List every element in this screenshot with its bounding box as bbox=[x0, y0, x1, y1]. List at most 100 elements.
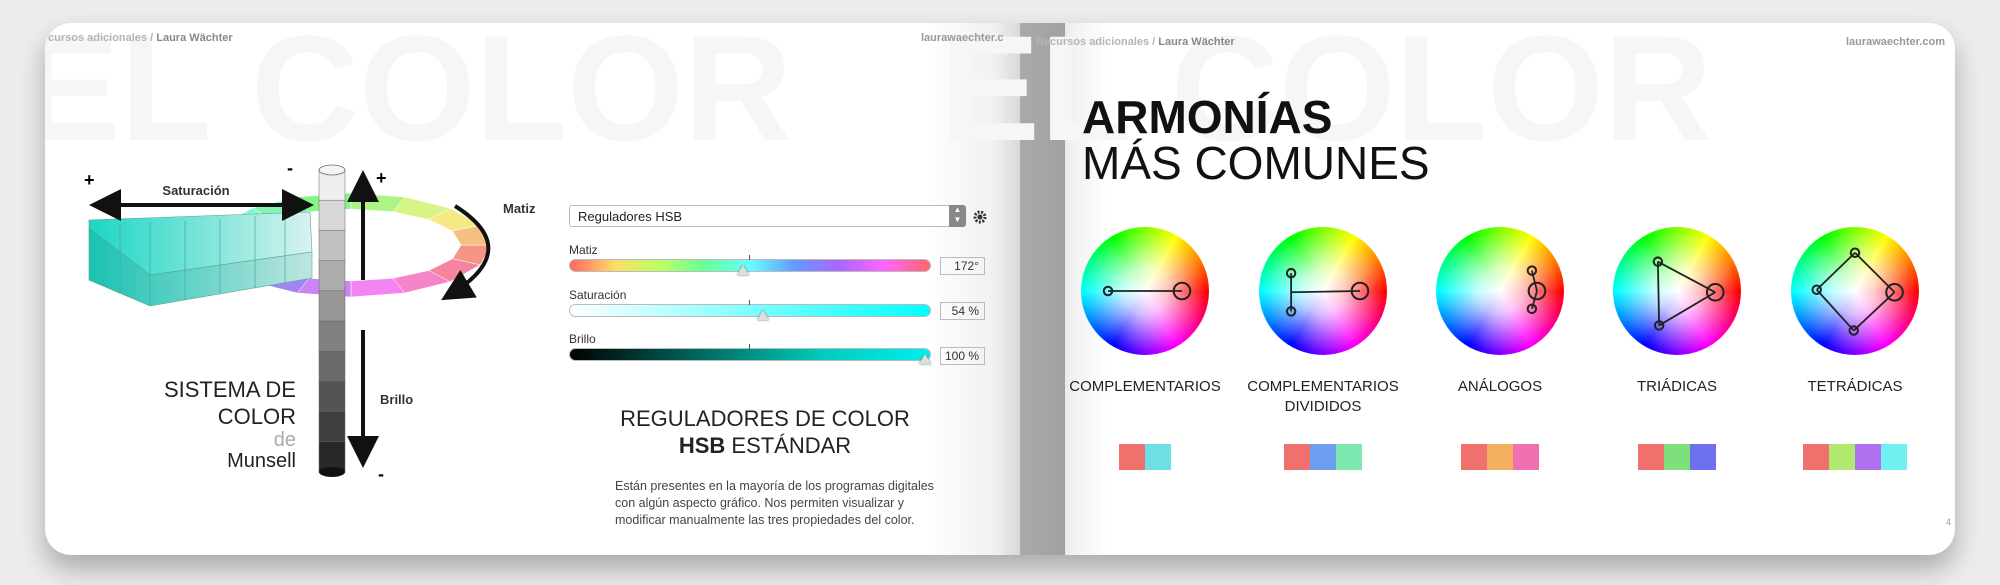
harmony-point bbox=[1526, 265, 1538, 276]
column-segment bbox=[318, 350, 346, 383]
connector bbox=[1658, 291, 1716, 327]
harmony-point bbox=[1285, 267, 1297, 279]
running-header: cursos adicionales / Laura Wächter bbox=[48, 32, 233, 44]
color-swatch bbox=[1461, 444, 1487, 470]
color-swatch bbox=[1284, 444, 1310, 470]
caption-line: de bbox=[273, 429, 296, 451]
slider-value[interactable]: 100 % bbox=[940, 347, 985, 365]
separator: / bbox=[150, 32, 154, 44]
hue-slider[interactable] bbox=[569, 259, 931, 272]
harmony-label: COMPLEMENTARIOS bbox=[1247, 378, 1399, 395]
color-swatch bbox=[1829, 444, 1855, 470]
slider-value[interactable]: 54 % bbox=[940, 302, 985, 320]
watermark: EL COLOR bbox=[940, 4, 1712, 172]
hue-arrow bbox=[441, 204, 491, 301]
page-title: ARMONÍAS bbox=[1082, 91, 1333, 143]
column-segment bbox=[318, 260, 346, 292]
color-wheel bbox=[1436, 227, 1564, 355]
harmony-label: COMPLEMENTARIOS bbox=[1069, 378, 1221, 395]
connector bbox=[1816, 252, 1856, 291]
color-wheel bbox=[1081, 227, 1209, 355]
column-segment bbox=[318, 411, 346, 443]
color-swatch bbox=[1310, 444, 1336, 470]
slider-label: Brillo bbox=[569, 332, 596, 346]
harmony-label: TRIÁDICAS bbox=[1636, 378, 1717, 395]
settings-gear bbox=[973, 210, 987, 224]
column-segment bbox=[318, 199, 346, 232]
color-swatch bbox=[1336, 444, 1362, 470]
title-rest: ESTÁNDAR bbox=[731, 433, 852, 458]
color-wheel bbox=[1791, 227, 1919, 355]
harmony-label: TETRÁDICAS bbox=[1807, 378, 1903, 395]
color-swatch bbox=[1119, 444, 1145, 470]
section-title: REGULADORES DE COLOR bbox=[620, 406, 910, 431]
color-swatch bbox=[1664, 444, 1690, 470]
slider-center-tick bbox=[749, 344, 750, 349]
title-bold: HSB bbox=[678, 433, 726, 458]
connector bbox=[1816, 289, 1855, 332]
sign: + bbox=[376, 168, 387, 188]
author: Laura Wächter bbox=[1158, 36, 1235, 48]
sign: - bbox=[287, 158, 293, 178]
color-swatch bbox=[1513, 444, 1539, 470]
color-swatch bbox=[1803, 444, 1829, 470]
column-segment bbox=[318, 290, 346, 322]
harmony-lines bbox=[1102, 281, 1192, 301]
color-swatch bbox=[1487, 444, 1513, 470]
gutter-shadow bbox=[925, 23, 1065, 555]
connector bbox=[1657, 260, 1716, 294]
harmony-lines bbox=[1526, 265, 1547, 315]
harmony-point bbox=[1172, 281, 1192, 301]
section: Recursos adicionales bbox=[1036, 36, 1150, 48]
harmony-point bbox=[1811, 284, 1822, 295]
value-column bbox=[318, 164, 346, 477]
caption-line: SISTEMA DE bbox=[163, 377, 296, 402]
harmony-lines bbox=[1285, 267, 1370, 317]
dropdown-arrows[interactable]: ▲ ▼ bbox=[949, 205, 966, 227]
connector bbox=[1291, 290, 1361, 294]
axis-label: Brillo bbox=[380, 392, 413, 407]
harmony-point bbox=[1652, 256, 1664, 267]
slider-value[interactable]: 172° bbox=[940, 257, 985, 275]
column-segment bbox=[318, 381, 346, 413]
slider-thumb[interactable] bbox=[737, 265, 749, 275]
slider-thumb[interactable] bbox=[757, 310, 769, 320]
connector bbox=[1853, 291, 1896, 332]
harmony-point bbox=[1705, 282, 1725, 302]
connector bbox=[1854, 252, 1896, 293]
harmony-point bbox=[1848, 325, 1859, 336]
connector bbox=[1656, 261, 1661, 326]
brightness-slider[interactable] bbox=[569, 348, 931, 361]
harmony-point bbox=[1885, 282, 1904, 302]
column-bottom bbox=[319, 467, 345, 477]
caption-line: COLOR bbox=[217, 404, 296, 429]
harmony-label: DIVIDIDOS bbox=[1284, 398, 1362, 415]
harmony-point bbox=[1102, 285, 1114, 297]
author: Laura Wächter bbox=[156, 32, 233, 44]
slider-center-tick bbox=[749, 255, 750, 260]
dropdown[interactable]: Reguladores HSB ▲ ▼ bbox=[569, 205, 966, 227]
color-swatch bbox=[1638, 444, 1664, 470]
harmony-shape bbox=[1811, 247, 1904, 336]
harmony-shape bbox=[1526, 265, 1547, 315]
axis-label: Saturación bbox=[162, 183, 229, 198]
color-wheel bbox=[1613, 227, 1741, 355]
site: laurawaechter.c bbox=[921, 32, 1003, 44]
saturation-slider[interactable] bbox=[569, 304, 931, 317]
harmony-shape bbox=[1102, 281, 1192, 301]
harmony-point bbox=[1653, 320, 1665, 331]
harmony-point bbox=[1350, 281, 1370, 301]
harmony-shape bbox=[1652, 256, 1725, 331]
running-header: Recursos adicionales / Laura Wächter bbox=[1036, 36, 1235, 48]
harmony-point bbox=[1527, 281, 1547, 301]
column-top bbox=[318, 164, 346, 176]
caption-line: Munsell bbox=[227, 450, 296, 472]
sign: - bbox=[378, 464, 384, 484]
slider-thumb[interactable] bbox=[919, 354, 931, 364]
axis-label: Matiz bbox=[503, 201, 536, 216]
slider-label: Matiz bbox=[569, 243, 598, 257]
color-swatch bbox=[1855, 444, 1881, 470]
section: cursos adicionales bbox=[48, 32, 148, 44]
